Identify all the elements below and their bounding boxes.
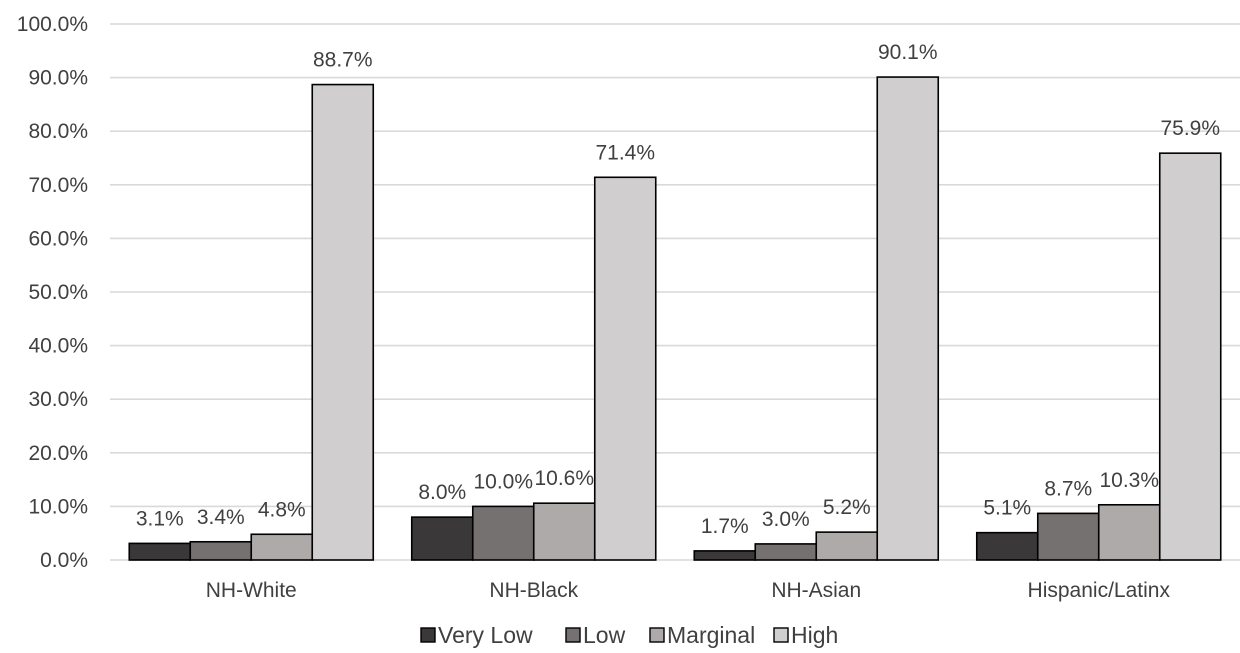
bars [128, 76, 1222, 561]
data-label: 71.4% [595, 141, 655, 164]
data-label: 8.0% [418, 481, 466, 504]
bar [975, 531, 1039, 561]
data-label: 10.0% [473, 470, 533, 493]
bar [128, 542, 192, 561]
bar [754, 543, 818, 561]
legend-label: Low [583, 622, 626, 648]
bar [189, 540, 253, 561]
y-tick-label: 40.0% [28, 335, 88, 358]
data-labels: 3.1% 3.4% 4.8% 88.7% 8.0% 10.0% 10.6% 71.4% 1.7%… [136, 41, 1220, 538]
legend-label: Marginal [667, 622, 755, 648]
y-tick-label: 90.0% [28, 67, 88, 90]
bar [1097, 503, 1161, 561]
y-tick-label: 100.0% [17, 13, 88, 36]
y-tick-label: 0.0% [40, 549, 88, 572]
legend-swatch [420, 627, 436, 643]
bar [693, 550, 757, 561]
bar [311, 83, 375, 561]
data-label: 10.3% [1099, 469, 1159, 492]
data-label: 3.4% [197, 506, 245, 529]
data-label: 90.1% [878, 41, 938, 64]
bar [532, 502, 596, 561]
y-tick-label: 70.0% [28, 174, 88, 197]
x-tick-label: NH-White [206, 579, 297, 602]
data-label: 3.0% [762, 508, 810, 531]
legend-label: Very Low [438, 622, 533, 648]
data-label: 88.7% [313, 49, 373, 72]
data-label: 75.9% [1160, 117, 1220, 140]
x-tick-label: NH-Black [489, 579, 578, 602]
data-label: 10.6% [534, 467, 594, 490]
y-tick-label: 20.0% [28, 442, 88, 465]
bar [815, 531, 879, 561]
bar [250, 533, 314, 561]
data-label: 3.1% [136, 507, 184, 530]
bar [1036, 512, 1100, 561]
bar [1158, 152, 1222, 561]
bar [471, 505, 535, 561]
bar [593, 176, 657, 561]
x-tick-label: Hispanic/Latinx [1028, 579, 1171, 602]
y-tick-label: 50.0% [28, 281, 88, 304]
y-tick-label: 60.0% [28, 227, 88, 250]
legend: Very Low Low Marginal High [420, 622, 838, 648]
data-label: 4.8% [258, 498, 306, 521]
data-label: 8.7% [1044, 477, 1092, 500]
legend-label: High [791, 622, 838, 648]
y-tick-label: 10.0% [28, 495, 88, 518]
y-axis-ticks: 0.0% 10.0% 20.0% 30.0% 40.0% 50.0% 60.0% 70.0% 8… [17, 13, 88, 572]
legend-swatch [565, 627, 581, 643]
legend-swatch [773, 627, 789, 643]
data-label: 5.1% [983, 497, 1031, 520]
bar [410, 516, 474, 561]
x-axis-categories: NH-White NH-Black NH-Asian Hispanic/Latinx [206, 579, 1171, 602]
data-label: 5.2% [823, 496, 871, 519]
bar [876, 76, 940, 561]
data-label: 1.7% [701, 515, 749, 538]
gridlines [110, 23, 1240, 561]
y-tick-label: 30.0% [28, 388, 88, 411]
y-tick-label: 80.0% [28, 120, 88, 143]
x-tick-label: NH-Asian [771, 579, 861, 602]
legend-swatch [649, 627, 665, 643]
